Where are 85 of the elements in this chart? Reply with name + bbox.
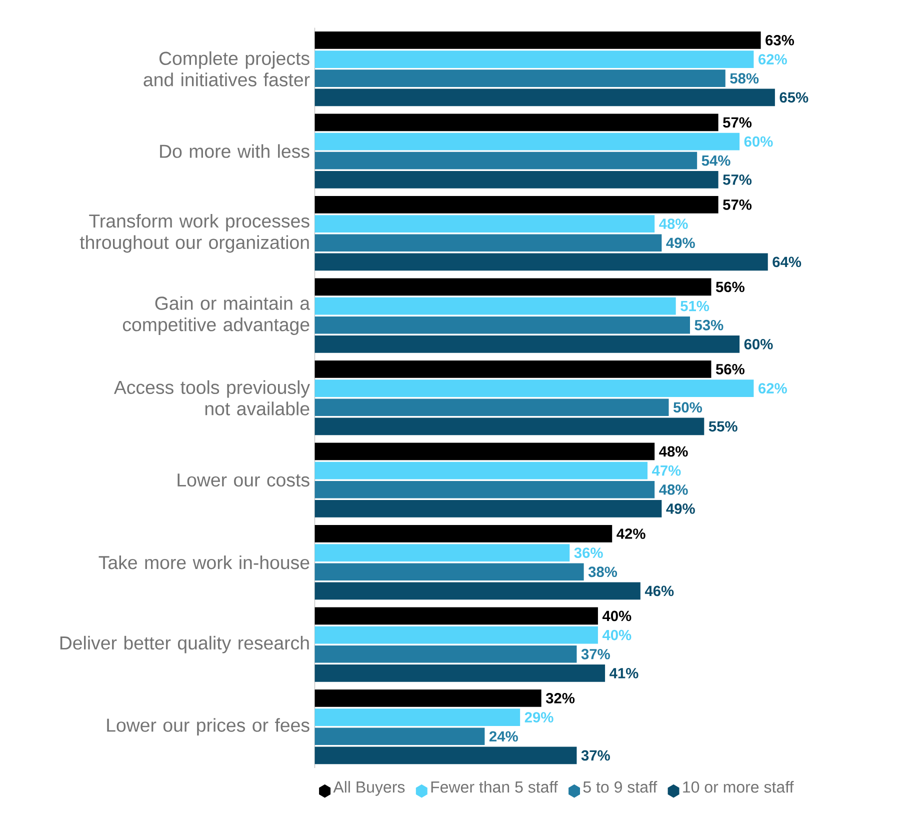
bar: [314, 152, 698, 170]
y-tick-label: Lower our prices or fees: [107, 718, 310, 736]
data-label: 37%: [581, 648, 610, 660]
y-tick-label: Take more work in-house: [98, 555, 310, 570]
legend-label: 5 to 9 staff: [583, 780, 658, 793]
data-label: 41%: [610, 668, 638, 678]
y-tick-label: Gain or maintain a competitive advantage: [122, 296, 310, 335]
data-label: 56%: [716, 282, 744, 292]
legend-label: 10 or more staff: [683, 780, 794, 793]
bar: [314, 708, 520, 726]
data-label: 50%: [673, 402, 702, 412]
data-label: 60%: [744, 136, 773, 147]
data-label: 46%: [644, 586, 674, 596]
bar: [314, 196, 718, 214]
y-tick-label: Access tools previously not available: [114, 380, 310, 416]
bar: [314, 645, 577, 663]
bar: [314, 524, 612, 542]
data-label: 60%: [744, 338, 773, 350]
data-label: 64%: [772, 256, 802, 267]
data-label: 57%: [723, 117, 752, 128]
bar: [314, 544, 570, 562]
bar: [314, 379, 754, 397]
data-label: 49%: [666, 238, 695, 248]
bar: [314, 31, 761, 49]
bar: [314, 114, 718, 131]
data-label: 40%: [602, 630, 632, 640]
bar: [314, 626, 598, 644]
bar: [314, 50, 754, 68]
data-label: 40%: [602, 610, 632, 622]
bar: [314, 728, 485, 745]
data-label: 54%: [702, 155, 730, 166]
y-tick-label: Lower our costs: [178, 473, 310, 486]
bar: [314, 442, 655, 460]
y-tick-label: Do more with less: [160, 144, 310, 158]
data-label: 49%: [666, 503, 695, 514]
data-label: 65%: [780, 92, 808, 102]
bar: [314, 500, 662, 518]
data-label: 55%: [708, 421, 738, 432]
bar: [314, 88, 775, 106]
bar: [314, 607, 598, 624]
data-label: 24%: [489, 731, 518, 742]
data-label: 29%: [524, 712, 554, 722]
bar: [314, 278, 712, 296]
bar: [314, 480, 655, 498]
bar: [314, 462, 648, 480]
bar: [314, 398, 669, 416]
bar: [314, 335, 740, 353]
data-label: 57%: [723, 174, 752, 185]
bar: [314, 316, 690, 334]
data-label: 47%: [652, 465, 681, 476]
data-label: 58%: [730, 73, 759, 84]
data-label: 32%: [546, 692, 575, 704]
bar: [314, 746, 577, 764]
bar: [314, 297, 676, 315]
data-label: 62%: [758, 54, 787, 64]
data-label: 48%: [659, 446, 688, 457]
data-label: 56%: [716, 364, 744, 374]
data-label: 63%: [766, 34, 794, 46]
bar: [314, 214, 655, 232]
bar: [314, 689, 542, 707]
bar: [314, 563, 584, 580]
y-tick-label: Transform work processes throughout our organization: [80, 214, 310, 253]
bar: [314, 132, 740, 150]
legend-label: All Buyers: [333, 780, 405, 796]
bar: [314, 418, 704, 435]
data-label: 38%: [588, 566, 618, 577]
data-label: 57%: [723, 199, 752, 210]
y-tick-label: Deliver better quality research: [60, 636, 309, 654]
bar: [314, 170, 718, 188]
data-label: 62%: [758, 382, 787, 394]
bar: [314, 70, 726, 87]
bar: [314, 234, 662, 252]
data-label: 51%: [680, 300, 710, 312]
y-tick-label: Complete projects and initiatives faster: [144, 51, 310, 86]
bar: [314, 664, 606, 682]
data-label: 37%: [581, 750, 610, 761]
data-label: 36%: [574, 547, 603, 558]
data-label: 48%: [659, 218, 688, 229]
data-label: 53%: [694, 320, 724, 330]
bar: [314, 582, 640, 600]
data-label: 48%: [659, 484, 688, 495]
bar: [314, 360, 712, 378]
bar: [314, 253, 768, 270]
legend-label: Fewer than 5 staff: [431, 780, 558, 793]
data-label: 42%: [616, 528, 646, 539]
